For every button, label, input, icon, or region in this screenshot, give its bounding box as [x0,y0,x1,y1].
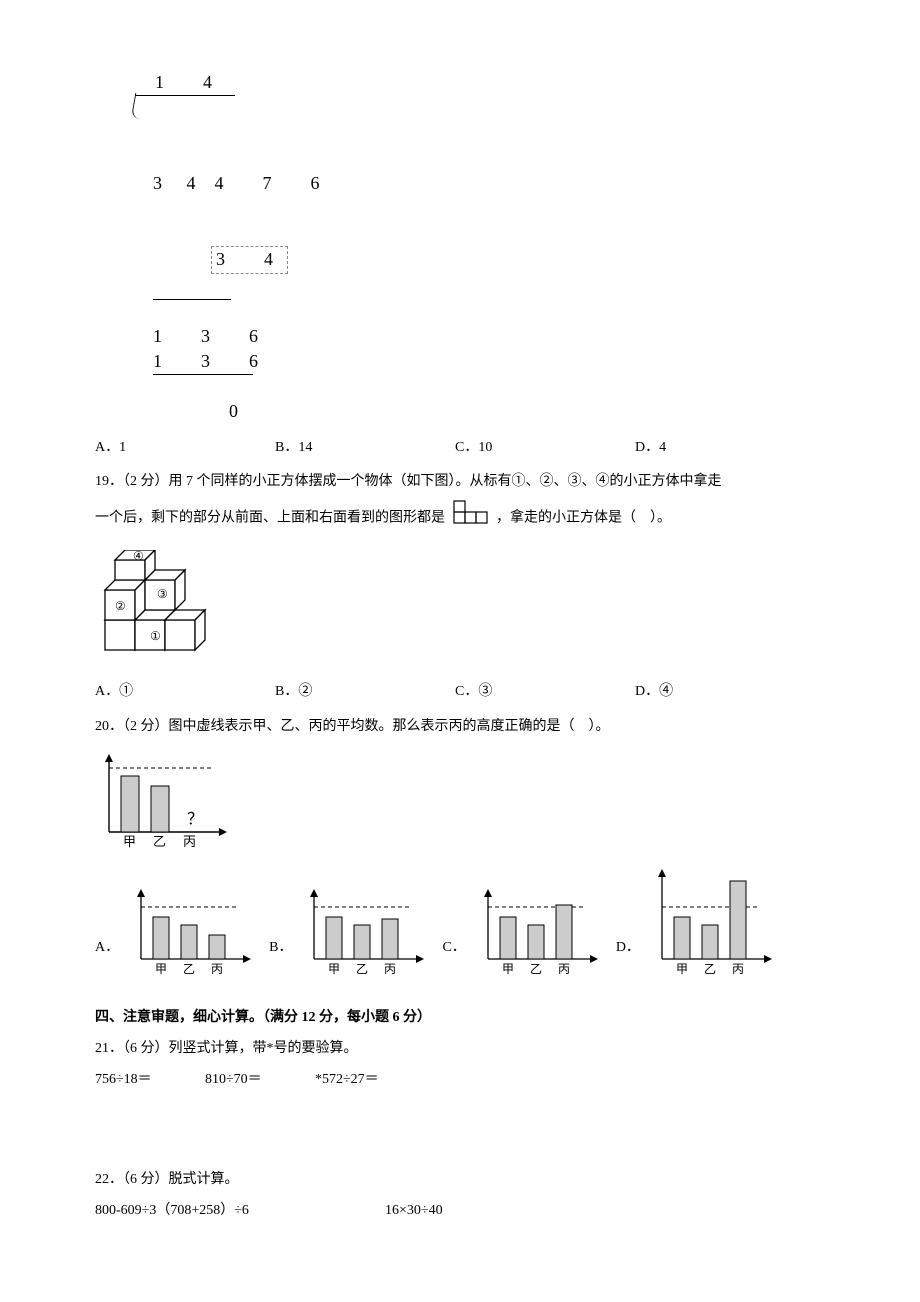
q19-options: A．① B．② C．③ D．④ [95,679,830,706]
q19-option-b[interactable]: B．② [275,679,455,706]
svg-text:甲: 甲 [328,962,340,976]
q19-option-d[interactable]: D．④ [635,679,815,706]
division-step3: 1 3 6 [95,349,830,374]
q21-e2: 810÷70＝ [205,1067,315,1094]
q19-stem-line2: 一个后，剩下的部分从前面、上面和右面看到的图形都是 ，拿走的小正方体是（ ）。 [95,500,830,537]
q20-main-chart: ？ 甲 乙 丙 [95,750,830,861]
svg-text:乙: 乙 [183,962,195,976]
q20-option-b-label[interactable]: B． [269,935,292,988]
svg-text:乙: 乙 [530,962,542,976]
svg-text:③: ③ [157,587,168,601]
q18-option-d[interactable]: D．4 [635,435,815,462]
q19-option-a[interactable]: A．① [95,679,275,706]
long-division-figure: 1 4 3 4 4 7 6 3 4 1 3 6 1 3 6 0 [95,70,830,425]
q22-expressions: 800-609÷3（708+258）÷6 16×30÷40 [95,1198,830,1225]
division-step1: 3 4 [95,221,830,299]
svg-text:丙: 丙 [183,834,196,849]
cube-figure: ① ② ③ ④ [95,550,830,671]
svg-text:丙: 丙 [732,962,744,976]
q20-option-d-label[interactable]: D． [616,935,640,988]
q19-stem-line1: 19．（2 分）用 7 个同样的小正方体摆成一个物体（如下图）。从标有①、②、③… [95,469,830,496]
q20-chart-a: 甲 乙 丙 [129,887,259,988]
q21-e1: 756÷18＝ [95,1067,205,1094]
q21-e3: *572÷27＝ [315,1067,379,1094]
svg-text:甲: 甲 [502,962,514,976]
svg-text:？: ？ [187,811,203,828]
q21-expressions: 756÷18＝ 810÷70＝ *572÷27＝ [95,1067,830,1094]
svg-text:乙: 乙 [704,962,716,976]
q20-chart-d: 甲 乙 丙 [650,867,780,988]
svg-text:甲: 甲 [676,962,688,976]
q22-e1: 800-609÷3（708+258）÷6 [95,1198,385,1225]
svg-text:丙: 丙 [558,962,570,976]
svg-text:丙: 丙 [384,962,396,976]
l-shape-icon [453,500,489,537]
divisor-dividend-row: 3 4 4 7 6 [95,95,830,221]
division-rule2 [153,374,253,375]
svg-text:甲: 甲 [123,834,136,849]
division-rule1 [153,299,231,300]
svg-text:②: ② [115,599,126,613]
q20-chart-c: 甲 乙 丙 [476,887,606,988]
q20-chart-b: 甲 乙 丙 [302,887,432,988]
q18-option-c[interactable]: C．10 [455,435,635,462]
q21-stem: 21．（6 分）列竖式计算，带*号的要验算。 [95,1036,830,1063]
q20-option-charts: A． 甲 乙 丙 B． 甲 乙 丙 [95,867,830,988]
q20-option-a-label[interactable]: A． [95,935,119,988]
division-step2: 1 3 6 [95,324,830,349]
q22-e2: 16×30÷40 [385,1198,443,1225]
q18-options: A．1 B．14 C．10 D．4 [95,435,830,462]
svg-text:乙: 乙 [153,834,166,849]
svg-text:甲: 甲 [155,962,167,976]
svg-text:丙: 丙 [211,962,223,976]
svg-text:乙: 乙 [356,962,368,976]
q19-option-c[interactable]: C．③ [455,679,635,706]
division-remainder: 0 [95,399,830,424]
q22-stem: 22．（6 分）脱式计算。 [95,1167,830,1194]
q18-option-b[interactable]: B．14 [275,435,455,462]
section4-title: 四、注意审题，细心计算。（满分 12 分，每小题 6 分） [95,1005,830,1032]
svg-text:①: ① [150,629,161,643]
quotient: 1 4 [95,70,830,95]
q20-stem: 20．（2 分）图中虚线表示甲、乙、丙的平均数。那么表示丙的高度正确的是（ ）。 [95,714,830,741]
q20-option-c-label[interactable]: C． [442,935,465,988]
q18-option-a[interactable]: A．1 [95,435,275,462]
svg-text:④: ④ [133,550,144,563]
